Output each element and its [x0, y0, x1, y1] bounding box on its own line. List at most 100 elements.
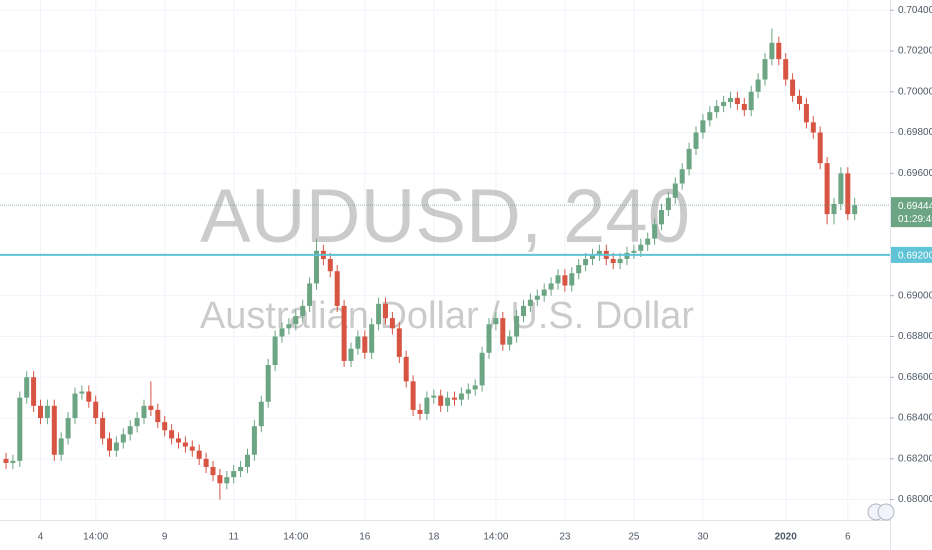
candle-body — [24, 377, 30, 398]
icon-circle — [877, 503, 895, 521]
candle-body — [576, 265, 582, 274]
candle-body — [638, 244, 644, 251]
candle-body — [245, 454, 250, 467]
candle-body — [3, 458, 9, 463]
candle-body — [721, 101, 727, 107]
candle-body — [803, 104, 809, 123]
last-price-label: 0.69444 — [898, 201, 932, 212]
candle-body — [679, 169, 685, 184]
y-tick-label: 0.69000 — [898, 290, 932, 301]
candle-body — [838, 173, 844, 204]
candle-body — [279, 328, 285, 337]
x-tick-label: 16 — [359, 532, 371, 543]
candle-body — [127, 426, 133, 435]
candle-body — [314, 250, 319, 284]
candle-body — [741, 104, 747, 111]
candle-body — [93, 401, 99, 419]
candle-body — [403, 356, 409, 382]
y-tick-label: 0.68600 — [898, 372, 932, 383]
horizontal-line-label: 0.69200 — [898, 251, 932, 262]
candle-body — [596, 250, 602, 255]
candle-body — [369, 324, 375, 353]
candle-body — [162, 422, 168, 431]
candle-body — [610, 258, 616, 264]
candle-body — [583, 258, 589, 266]
candle-body — [424, 397, 430, 414]
y-tick-label: 0.69600 — [898, 168, 932, 179]
candle-body — [527, 299, 533, 306]
horizontal-line-label-box — [891, 246, 932, 263]
candle-body — [824, 163, 830, 215]
candle-body — [631, 250, 637, 253]
candle-body — [65, 418, 71, 439]
candle-body — [210, 466, 216, 476]
x-tick-label: 14:00 — [483, 532, 508, 543]
candle-body — [176, 438, 181, 443]
candle-body — [431, 395, 437, 398]
candle-body — [659, 210, 664, 225]
candle-body — [700, 120, 706, 133]
candle-body — [514, 316, 520, 337]
candle-body — [797, 95, 802, 104]
candle-body — [196, 450, 202, 459]
x-tick-label: 23 — [559, 532, 571, 543]
y-tick-label: 0.68800 — [898, 331, 932, 342]
candle-body — [534, 295, 540, 300]
y-tick-label: 0.68400 — [898, 413, 932, 424]
candle-body — [417, 409, 423, 414]
y-tick-label: 0.70000 — [898, 86, 932, 97]
candle-body — [438, 395, 444, 406]
candle-body — [293, 316, 299, 325]
candle-body — [17, 397, 23, 461]
x-tick-label: 4 — [38, 532, 44, 543]
candle-body — [845, 173, 851, 215]
candle-body — [148, 405, 154, 410]
candle-body — [652, 224, 658, 239]
candle-body — [307, 283, 313, 306]
candle-body — [707, 112, 713, 121]
x-tick-label: 2020 — [775, 532, 798, 543]
candle-body — [521, 305, 526, 317]
candle-body — [396, 328, 402, 357]
candle-body — [493, 318, 499, 325]
candle-body — [748, 91, 754, 111]
candle-body — [251, 426, 257, 455]
candle-body — [231, 471, 237, 478]
candle-body — [562, 275, 568, 286]
candle-body — [265, 365, 271, 402]
candle-body — [783, 59, 789, 80]
candle-body — [452, 397, 457, 400]
candle-body — [79, 391, 85, 394]
x-tick-label: 6 — [845, 532, 851, 543]
candle-body — [762, 59, 768, 80]
candle-body — [728, 97, 733, 102]
candle-body — [300, 305, 306, 317]
y-tick-label: 0.69800 — [898, 127, 932, 138]
candle-body — [389, 318, 395, 329]
grid — [0, 0, 890, 520]
candle-body — [479, 352, 485, 386]
candle-body — [107, 438, 112, 451]
candle-body — [348, 348, 354, 361]
candle-body — [755, 79, 761, 92]
candle-body — [341, 305, 347, 361]
candle-body — [548, 283, 554, 290]
watermark-title: AUDUSD, 240 — [200, 174, 690, 259]
candle-body — [852, 205, 858, 215]
candle-body — [355, 336, 361, 349]
candle-body — [645, 238, 651, 245]
candle-body — [810, 122, 816, 133]
x-tick-label: 14:00 — [83, 532, 108, 543]
candle-body — [224, 477, 230, 484]
x-tick-label: 11 — [229, 532, 240, 543]
candle-body — [31, 377, 37, 406]
candle-body — [541, 289, 547, 296]
x-tick-label: 25 — [628, 532, 640, 543]
candle-body — [776, 42, 782, 60]
candle-body — [486, 324, 492, 353]
candle-body — [769, 42, 775, 60]
candle-body — [10, 460, 16, 463]
candle-body — [134, 418, 140, 427]
scale-settings-icon[interactable] — [867, 503, 895, 521]
